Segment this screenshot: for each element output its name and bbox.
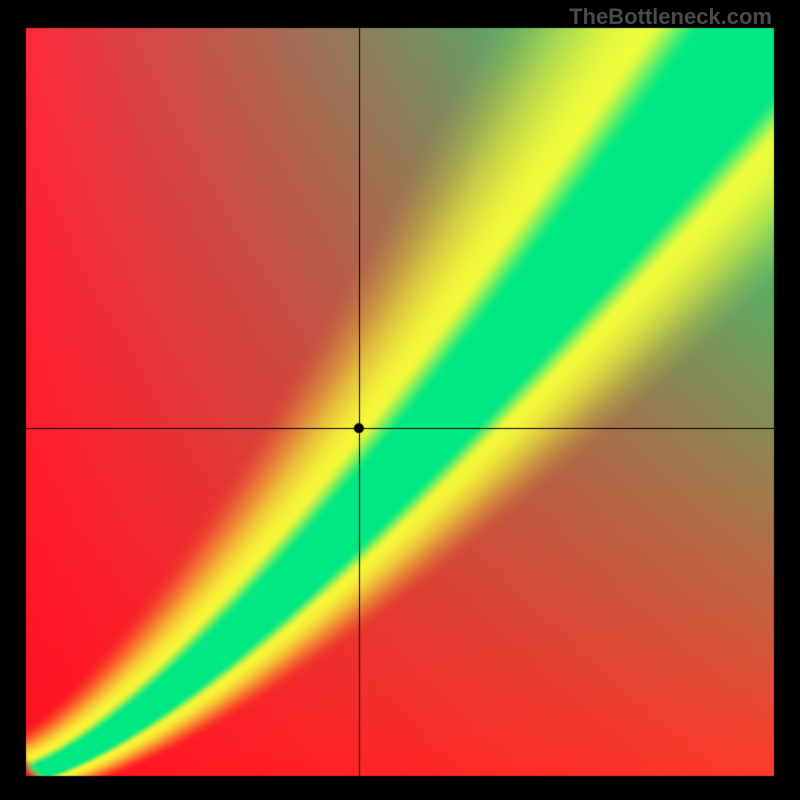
bottleneck-heatmap: [0, 0, 800, 800]
chart-container: TheBottleneck.com: [0, 0, 800, 800]
watermark-text: TheBottleneck.com: [569, 4, 772, 30]
